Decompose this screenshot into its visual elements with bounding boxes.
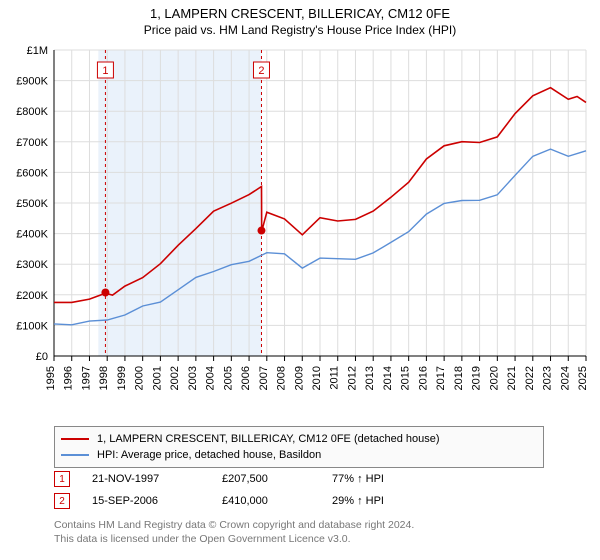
svg-text:1995: 1995	[45, 366, 57, 390]
svg-text:£800K: £800K	[16, 106, 48, 118]
sale-price-2: £410,000	[222, 495, 332, 507]
sales-table: 1 21-NOV-1997 £207,500 77% ↑ HPI 2 15-SE…	[54, 468, 544, 512]
svg-text:2019: 2019	[471, 366, 483, 390]
svg-text:2002: 2002	[169, 366, 181, 390]
chart-plot: £0 £100K £200K £300K £400K £500K £600K £700K £80…	[0, 44, 600, 420]
svg-text:1997: 1997	[80, 366, 92, 390]
sale-row-1: 1 21-NOV-1997 £207,500 77% ↑ HPI	[54, 468, 544, 490]
svg-text:2007: 2007	[258, 366, 270, 390]
svg-text:2022: 2022	[524, 366, 536, 390]
svg-text:£900K: £900K	[16, 76, 48, 88]
svg-text:2003: 2003	[187, 366, 199, 390]
sale-date-1: 21-NOV-1997	[92, 473, 222, 485]
legend-label-hpi: HPI: Average price, detached house, Basi…	[97, 449, 321, 461]
svg-text:£400K: £400K	[16, 229, 48, 241]
svg-text:2014: 2014	[382, 366, 394, 390]
svg-text:2006: 2006	[240, 366, 252, 390]
svg-text:2001: 2001	[151, 366, 163, 390]
svg-text:2023: 2023	[542, 366, 554, 390]
svg-text:2024: 2024	[559, 366, 571, 390]
legend-item-hpi: HPI: Average price, detached house, Basi…	[61, 447, 537, 463]
svg-text:£600K: £600K	[16, 167, 48, 179]
chart-container: 1, LAMPERN CRESCENT, BILLERICAY, CM12 0F…	[0, 0, 600, 560]
sale-price-1: £207,500	[222, 473, 332, 485]
svg-text:£1M: £1M	[27, 45, 48, 57]
attribution-line2: This data is licensed under the Open Gov…	[54, 532, 554, 546]
attribution-line1: Contains HM Land Registry data © Crown c…	[54, 518, 554, 532]
svg-text:2011: 2011	[329, 366, 341, 390]
svg-text:£500K: £500K	[16, 198, 48, 210]
svg-text:1998: 1998	[98, 366, 110, 390]
svg-text:2008: 2008	[276, 366, 288, 390]
svg-text:2025: 2025	[577, 366, 589, 390]
legend-item-property: 1, LAMPERN CRESCENT, BILLERICAY, CM12 0F…	[61, 431, 537, 447]
chart-subtitle: Price paid vs. HM Land Registry's House …	[0, 21, 600, 41]
svg-text:1996: 1996	[63, 366, 75, 390]
svg-text:2000: 2000	[134, 366, 146, 390]
svg-text:2012: 2012	[346, 366, 358, 390]
sale-marker-1: 1	[54, 471, 70, 487]
sale-marker-2: 2	[54, 493, 70, 509]
sale-diff-1: 77% ↑ HPI	[332, 473, 432, 485]
svg-text:£300K: £300K	[16, 259, 48, 271]
chart-title: 1, LAMPERN CRESCENT, BILLERICAY, CM12 0F…	[0, 0, 600, 21]
svg-text:2018: 2018	[453, 366, 465, 390]
svg-text:2020: 2020	[488, 366, 500, 390]
svg-text:2021: 2021	[506, 366, 518, 390]
sale-date-2: 15-SEP-2006	[92, 495, 222, 507]
legend-label-property: 1, LAMPERN CRESCENT, BILLERICAY, CM12 0F…	[97, 433, 440, 445]
svg-text:2: 2	[258, 65, 264, 77]
svg-text:2004: 2004	[205, 366, 217, 390]
svg-text:1: 1	[102, 65, 108, 77]
svg-text:1999: 1999	[116, 366, 128, 390]
svg-text:£700K: £700K	[16, 137, 48, 149]
svg-text:£200K: £200K	[16, 290, 48, 302]
svg-text:2009: 2009	[293, 366, 305, 390]
svg-text:£0: £0	[36, 351, 48, 363]
sale-row-2: 2 15-SEP-2006 £410,000 29% ↑ HPI	[54, 490, 544, 512]
svg-text:2010: 2010	[311, 366, 323, 390]
svg-text:2005: 2005	[222, 366, 234, 390]
legend: 1, LAMPERN CRESCENT, BILLERICAY, CM12 0F…	[54, 426, 544, 468]
legend-swatch-hpi	[61, 454, 89, 456]
svg-text:2013: 2013	[364, 366, 376, 390]
attribution: Contains HM Land Registry data © Crown c…	[54, 518, 554, 546]
sale-diff-2: 29% ↑ HPI	[332, 495, 432, 507]
legend-swatch-property	[61, 438, 89, 440]
svg-text:2016: 2016	[417, 366, 429, 390]
svg-text:2017: 2017	[435, 366, 447, 390]
svg-text:£100K: £100K	[16, 320, 48, 332]
svg-text:2015: 2015	[400, 366, 412, 390]
